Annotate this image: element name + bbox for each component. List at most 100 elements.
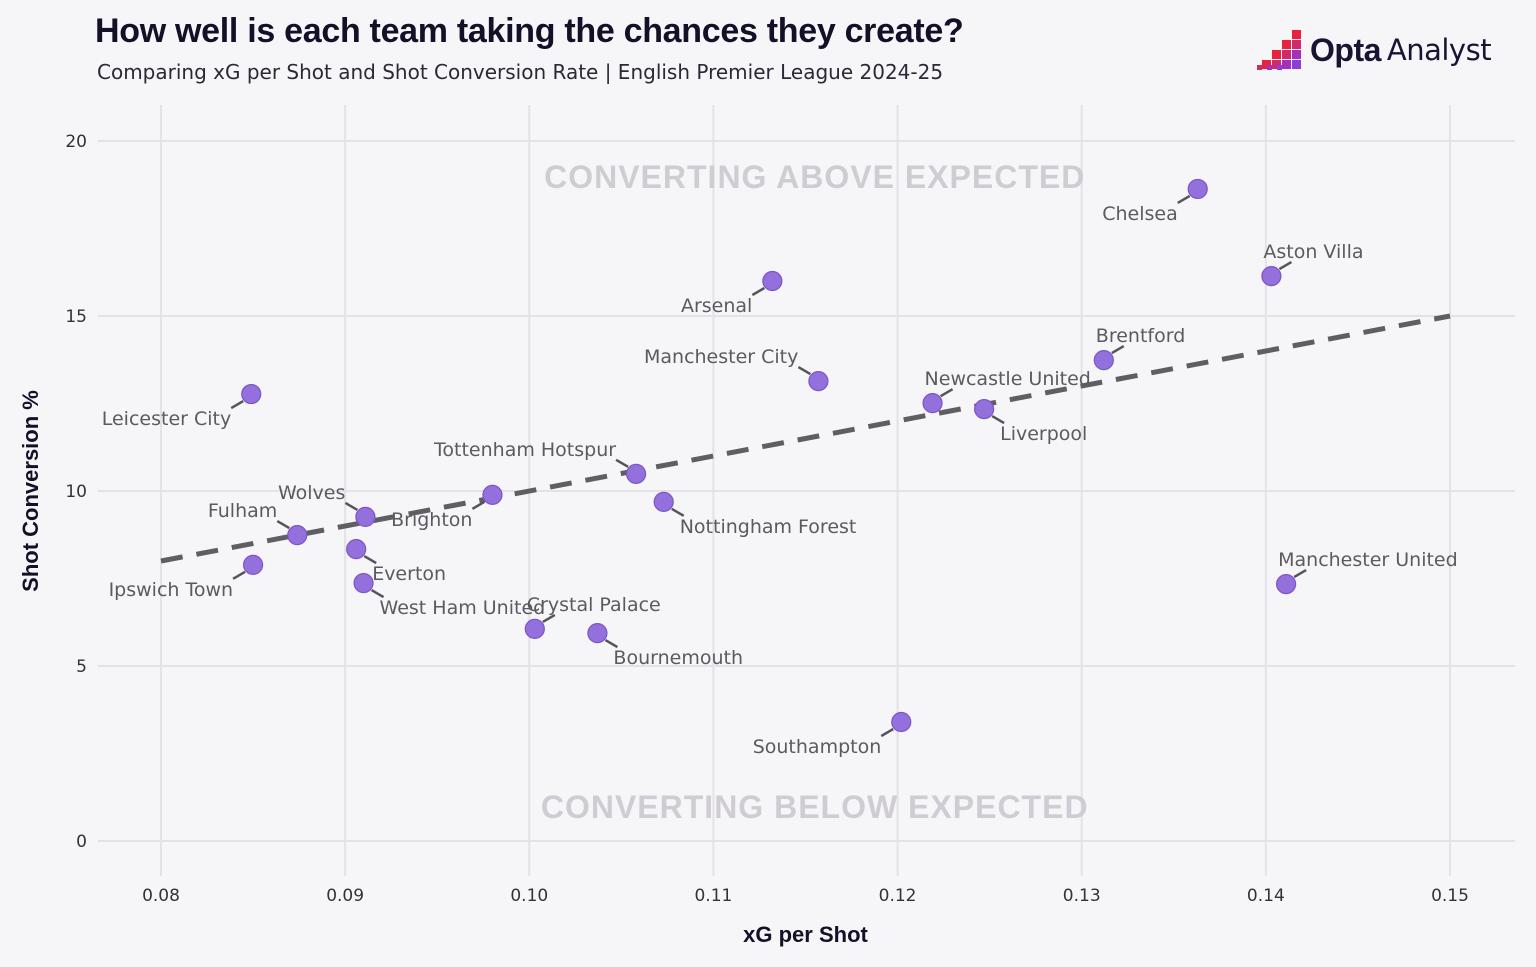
trend-line xyxy=(160,313,1451,564)
y-tick-label: 15 xyxy=(65,307,87,327)
leader-line xyxy=(671,507,685,517)
team-labels: Chelsea Aston Villa Arsenal Brentford Manche… xyxy=(102,203,1458,758)
chart-subtitle: Comparing xG per Shot and Shot Conversio… xyxy=(97,60,944,84)
leader-line xyxy=(370,588,385,599)
team-label: Fulham xyxy=(208,500,277,522)
x-axis-ticks: 0.08 0.09 0.10 0.11 0.12 0.13 0.14 0.15 xyxy=(142,886,1469,906)
team-point[interactable] xyxy=(1276,573,1297,595)
team-label: Bournemouth xyxy=(613,647,743,669)
team-label: Tottenham Hotspur xyxy=(433,439,616,461)
logo-pixel xyxy=(1292,60,1301,69)
team-point[interactable] xyxy=(241,383,262,405)
logo-text: Analyst xyxy=(1386,33,1492,67)
data-points xyxy=(241,178,1297,733)
team-point[interactable] xyxy=(346,538,367,560)
team-label: Chelsea xyxy=(1102,203,1178,225)
leader-line xyxy=(1111,345,1125,355)
logo-pixel xyxy=(1267,65,1272,70)
leader-line xyxy=(276,520,290,530)
team-point[interactable] xyxy=(1093,350,1114,371)
team-point[interactable] xyxy=(922,393,943,414)
leader-line xyxy=(542,613,556,623)
x-tick-label: 0.15 xyxy=(1431,886,1469,906)
y-tick-label: 10 xyxy=(65,482,87,502)
x-axis-title: xG per Shot xyxy=(743,922,868,947)
team-point[interactable] xyxy=(1261,266,1282,287)
leader-line xyxy=(615,458,629,468)
y-axis-title: Shot Conversion % xyxy=(18,390,43,592)
x-tick-label: 0.13 xyxy=(1063,886,1101,906)
x-tick-label: 0.11 xyxy=(694,886,732,906)
trend-line-group xyxy=(160,313,1451,564)
logo-pixel xyxy=(1277,65,1282,70)
team-point[interactable] xyxy=(287,524,308,546)
team-label: Nottingham Forest xyxy=(680,516,857,538)
team-point[interactable] xyxy=(808,371,829,392)
team-label: Liverpool xyxy=(1000,423,1087,445)
team-point[interactable] xyxy=(625,463,647,484)
zone-annotation: CONVERTING ABOVE EXPECTED xyxy=(544,159,1085,195)
team-point[interactable] xyxy=(355,506,376,528)
y-tick-label: 20 xyxy=(65,132,87,152)
logo-pixel xyxy=(1292,50,1301,59)
leader-line xyxy=(1293,569,1307,579)
leader-line xyxy=(880,727,894,738)
team-label: Wolves xyxy=(278,482,345,504)
x-tick-label: 0.08 xyxy=(142,886,180,906)
x-tick-label: 0.10 xyxy=(510,886,548,906)
team-label: West Ham United xyxy=(380,597,546,619)
label-leader-lines xyxy=(230,194,1307,738)
logo-pixel xyxy=(1282,50,1291,59)
team-point[interactable] xyxy=(1187,178,1208,200)
team-point[interactable] xyxy=(587,622,608,644)
leader-line xyxy=(471,500,486,510)
team-label: Brighton xyxy=(391,509,472,531)
team-point[interactable] xyxy=(974,399,995,420)
x-tick-label: 0.14 xyxy=(1247,886,1285,906)
team-point[interactable] xyxy=(482,484,503,505)
logo-pixel xyxy=(1282,40,1291,49)
team-label: Everton xyxy=(372,563,446,585)
team-label: Manchester City xyxy=(644,346,798,368)
team-label: Manchester United xyxy=(1278,549,1458,571)
team-label: Crystal Palace xyxy=(527,594,661,616)
x-tick-label: 0.12 xyxy=(879,886,917,906)
logo-pixel xyxy=(1272,60,1281,69)
leader-line xyxy=(604,639,619,649)
logo-pixel xyxy=(1292,30,1301,39)
leader-line xyxy=(1278,261,1293,271)
team-point[interactable] xyxy=(524,618,545,640)
logo-pixel xyxy=(1282,60,1291,69)
team-label: Aston Villa xyxy=(1263,241,1363,263)
team-label: Ipswich Town xyxy=(109,579,234,601)
leader-line xyxy=(797,366,812,376)
leader-line xyxy=(939,388,954,398)
logo-pixel xyxy=(1292,40,1301,49)
x-tick-label: 0.09 xyxy=(326,886,364,906)
team-label: Southampton xyxy=(753,736,882,758)
leader-line xyxy=(751,286,765,297)
leader-line xyxy=(1177,194,1191,205)
opta-analyst-logo: Opta Analyst xyxy=(1256,28,1492,72)
y-tick-label: 0 xyxy=(76,832,87,852)
leader-line xyxy=(363,555,377,565)
zone-annotation: CONVERTING BELOW EXPECTED xyxy=(541,789,1089,825)
logo-pixel xyxy=(1257,65,1262,70)
logo-bold-text: Opta xyxy=(1310,31,1381,68)
team-point[interactable] xyxy=(653,491,674,512)
team-point[interactable] xyxy=(353,572,374,594)
y-axis-ticks: 0 5 10 15 20 xyxy=(65,132,87,852)
leader-line xyxy=(230,399,244,410)
leader-line xyxy=(991,415,1005,425)
team-label: Arsenal xyxy=(681,295,752,317)
zone-annotations: CONVERTING ABOVE EXPECTED CONVERTING BELO… xyxy=(541,159,1089,825)
team-point[interactable] xyxy=(891,711,912,733)
y-tick-label: 5 xyxy=(76,657,87,677)
chart-title: How well is each team taking the chances… xyxy=(95,12,964,50)
team-point[interactable] xyxy=(242,554,264,575)
opta-pixel-stairs-icon xyxy=(1257,30,1301,70)
logo-pixel xyxy=(1272,50,1281,59)
leader-line xyxy=(232,570,246,580)
team-label: Brentford xyxy=(1096,325,1185,347)
team-point[interactable] xyxy=(762,270,783,292)
